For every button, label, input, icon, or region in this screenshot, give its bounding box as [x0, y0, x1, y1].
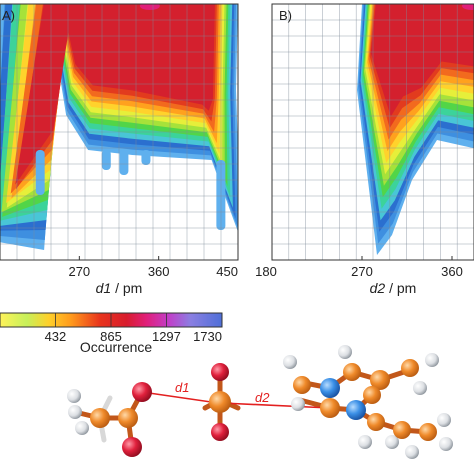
grid-a [0, 4, 238, 260]
frame-b [271, 3, 474, 261]
x-axis-title-a: d1 / pm [96, 280, 143, 296]
hydrogen-atom [67, 389, 81, 403]
carbon-atom [419, 423, 437, 441]
colorbar-tick-label: 432 [45, 329, 67, 344]
x-tick-label: 180 [255, 264, 277, 279]
heatmap-b [357, 4, 474, 255]
x-ticks-b: 180 270 360 [255, 256, 463, 279]
x-tick-label: 270 [68, 264, 90, 279]
heatmap-peak [139, 4, 160, 10]
x-axis-title-b-var: d2 [370, 280, 386, 296]
x-tick-label: 360 [441, 264, 463, 279]
molecule-illustration: d1 d2 [67, 345, 453, 459]
grid-b [272, 4, 474, 260]
d2-distance-line [221, 402, 331, 409]
d1-distance-line [141, 391, 219, 404]
hydrogen-atom [358, 435, 372, 449]
hydrogen-atom [68, 405, 82, 419]
sulfur-atom [209, 391, 231, 413]
carbon-atom [90, 408, 110, 428]
x-axis-title-b-unit: / pm [385, 280, 416, 296]
oxygen-atom [132, 382, 152, 402]
colorbar: 432 865 1297 1730 Occurrence [0, 312, 223, 355]
carbon-atom [393, 421, 411, 439]
carbon-atom [343, 363, 361, 381]
hydrogen-atom [413, 381, 427, 395]
frame-a [0, 3, 239, 261]
nitrogen-atom [320, 378, 340, 398]
colorbar-ticks: 432 865 1297 1730 [45, 313, 223, 344]
carbon-atom [293, 376, 311, 394]
panel-label-a: A) [2, 8, 15, 23]
hydrogen-atom [439, 437, 453, 451]
heatmap-a [0, 4, 238, 250]
oxygen-atom [211, 363, 229, 381]
hydrogen-atom [437, 413, 451, 427]
x-axis-title-a-var: d1 [96, 280, 112, 296]
x-axis-title-b: d2 / pm [370, 280, 417, 296]
colorbar-tick-label: 1297 [152, 329, 181, 344]
d2-label: d2 [255, 390, 270, 405]
heatmap-drip [119, 150, 129, 175]
carbon-atom [320, 398, 340, 418]
x-ticks-a: 270 360 450 [68, 256, 239, 279]
panel-label-b: B) [279, 8, 292, 23]
panel-b: B) 180 270 360 d2 / pm [255, 3, 474, 296]
d1-label: d1 [175, 380, 189, 395]
x-tick-label: 270 [351, 264, 373, 279]
heatmap-drip [141, 150, 151, 165]
x-tick-label: 450 [216, 264, 238, 279]
heatmap-peak [462, 4, 474, 10]
heatmap-band [15, 4, 215, 185]
hydrogen-atom [338, 345, 352, 359]
carbon-atom [401, 359, 419, 377]
oxygen-atom [211, 423, 229, 441]
hydrogen-atom [75, 421, 89, 435]
heatmap-drip [35, 150, 45, 195]
hydrogen-atom [425, 353, 439, 367]
x-tick-label: 360 [148, 264, 170, 279]
panel-a: A) 270 360 450 d1 / pm [0, 3, 239, 296]
heatmap-band [370, 4, 474, 117]
colorbar-tick-label: 865 [100, 329, 122, 344]
nitrogen-atom [346, 400, 366, 420]
oxygen-atom [122, 437, 142, 457]
carbon-atom [118, 408, 138, 428]
carbon-atom [367, 413, 385, 431]
hydrogen-atom [291, 397, 305, 411]
carbon-atom [370, 370, 390, 390]
heatmap-drip [101, 150, 111, 170]
carbon-atom [363, 386, 381, 404]
x-axis-title-a-unit: / pm [111, 280, 142, 296]
hydrogen-atom [405, 445, 419, 459]
hydrogen-atom [283, 355, 297, 369]
hydrogen-atom [385, 435, 399, 449]
colorbar-label: Occurrence [80, 339, 153, 355]
colorbar-tick-label: 1730 [193, 329, 222, 344]
